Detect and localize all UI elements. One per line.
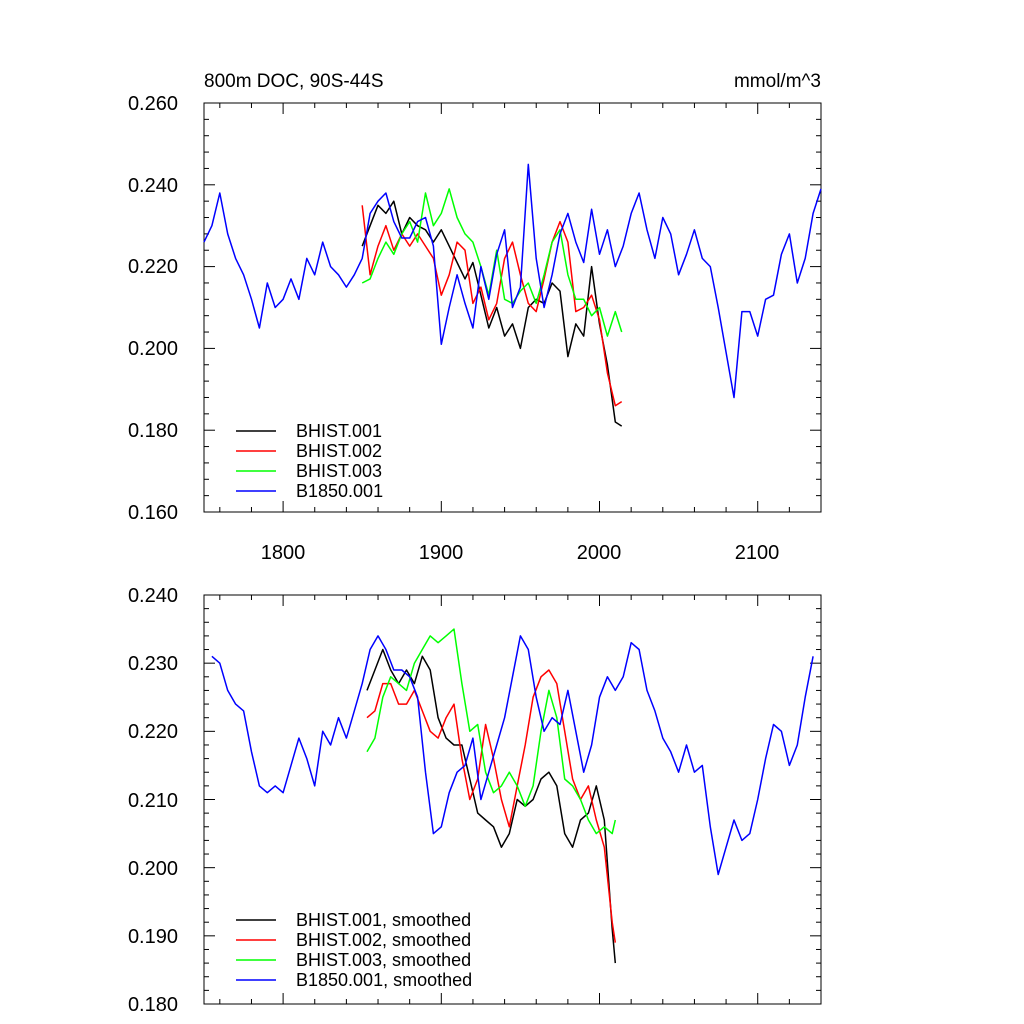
legend-label-bhist-001: BHIST.001	[296, 421, 382, 441]
y-tick-label: 0.190	[128, 926, 178, 948]
legend-label-bhist-002-smoothed: BHIST.002, smoothed	[296, 930, 471, 950]
y-tick-label: 0.220	[128, 721, 178, 743]
legend-label-b1850-001-smoothed: B1850.001, smoothed	[296, 970, 472, 990]
series-line-bhist-001-smoothed	[366, 648, 617, 964]
series-line-b1850-001	[203, 163, 822, 399]
chart-bottom-ticks	[204, 594, 822, 1005]
x-tick-label: 1900	[419, 542, 464, 564]
y-tick-label: 0.260	[128, 93, 178, 115]
y-tick-label: 0.200	[128, 338, 178, 360]
legend-label-b1850-001: B1850.001	[296, 481, 383, 501]
y-tick-label: 0.240	[128, 175, 178, 197]
chart-top-y-tick-labels: 0.160 0.180 0.200 0.220 0.240 0.260	[128, 93, 178, 524]
chart-bottom-legend: BHIST.001, smoothed BHIST.002, smoothed …	[236, 910, 472, 990]
series-line-bhist-001	[361, 200, 623, 427]
series-line-bhist-002-smoothed	[366, 669, 617, 943]
y-tick-label: 0.200	[128, 858, 178, 880]
chart-top: 800m DOC, 90S-44S mmol/m^3 0.160 0.180 0…	[128, 71, 822, 564]
chart-top-x-tick-labels: 1800 1900 2000 2100	[261, 542, 780, 564]
chart-top-ticks	[204, 102, 822, 513]
legend-label-bhist-003-smoothed: BHIST.003, smoothed	[296, 950, 471, 970]
chart-bottom: 0.180 0.190 0.200 0.210 0.220 0.230 0.24…	[128, 585, 822, 1016]
y-tick-label: 0.160	[128, 502, 178, 524]
chart-top-units: mmol/m^3	[734, 71, 821, 92]
chart-bottom-plot-area	[211, 628, 814, 964]
chart-top-frame	[203, 102, 822, 513]
x-tick-label: 1800	[261, 542, 306, 564]
legend-label-bhist-003: BHIST.003	[296, 461, 382, 481]
x-tick-label: 2100	[735, 542, 780, 564]
y-tick-label: 0.180	[128, 994, 178, 1016]
chart-top-legend: BHIST.001 BHIST.002 BHIST.003 B1850.001	[236, 421, 383, 501]
y-tick-label: 0.210	[128, 790, 178, 812]
series-line-bhist-003-smoothed	[366, 628, 617, 835]
chart-top-plot-area	[203, 163, 822, 427]
chart-top-title: 800m DOC, 90S-44S	[204, 71, 384, 92]
series-line-b1850-001-smoothed	[211, 635, 814, 876]
series-line-bhist-002	[361, 205, 623, 407]
x-tick-label: 2000	[577, 542, 622, 564]
y-tick-label: 0.240	[128, 585, 178, 607]
legend-label-bhist-001-smoothed: BHIST.001, smoothed	[296, 910, 471, 930]
y-tick-label: 0.230	[128, 653, 178, 675]
chart-bottom-y-tick-labels: 0.180 0.190 0.200 0.210 0.220 0.230 0.24…	[128, 585, 178, 1016]
legend-label-bhist-002: BHIST.002	[296, 441, 382, 461]
y-tick-label: 0.220	[128, 256, 178, 278]
y-tick-label: 0.180	[128, 420, 178, 442]
